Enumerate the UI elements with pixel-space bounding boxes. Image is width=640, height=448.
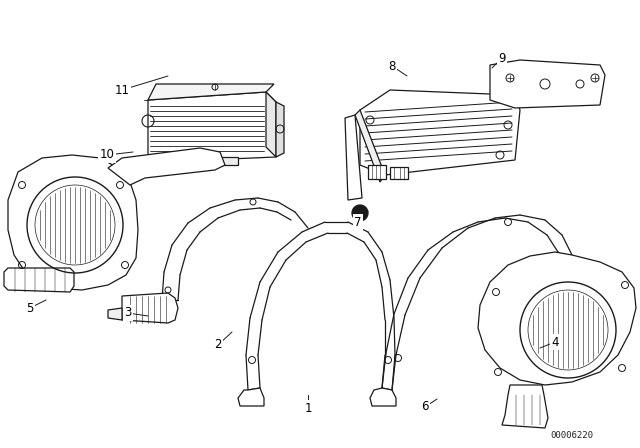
Polygon shape [266,92,276,157]
Polygon shape [360,90,520,175]
Polygon shape [4,268,74,292]
Text: 7: 7 [355,215,362,228]
Text: 10: 10 [100,148,115,161]
Polygon shape [355,110,385,182]
Text: 2: 2 [214,339,221,352]
Circle shape [352,205,368,221]
Text: 00006220: 00006220 [550,431,593,440]
Text: 8: 8 [388,60,396,73]
Polygon shape [390,167,408,179]
Polygon shape [145,300,162,315]
Text: 9: 9 [499,52,506,65]
Polygon shape [370,388,396,406]
Text: 6: 6 [421,401,429,414]
Polygon shape [8,155,138,290]
Polygon shape [148,92,276,162]
Polygon shape [368,165,386,179]
Text: 4: 4 [551,336,559,349]
Polygon shape [345,115,362,200]
Polygon shape [208,157,238,165]
Text: 11: 11 [115,83,129,96]
Polygon shape [276,102,284,157]
Text: 5: 5 [26,302,34,314]
Polygon shape [108,148,225,185]
Polygon shape [122,293,178,323]
Polygon shape [148,84,274,100]
Polygon shape [238,388,264,406]
Text: 3: 3 [124,306,132,319]
Polygon shape [478,252,636,385]
Polygon shape [502,385,548,428]
Polygon shape [490,60,605,108]
Polygon shape [168,155,203,165]
Polygon shape [108,308,122,320]
Text: 1: 1 [304,401,312,414]
